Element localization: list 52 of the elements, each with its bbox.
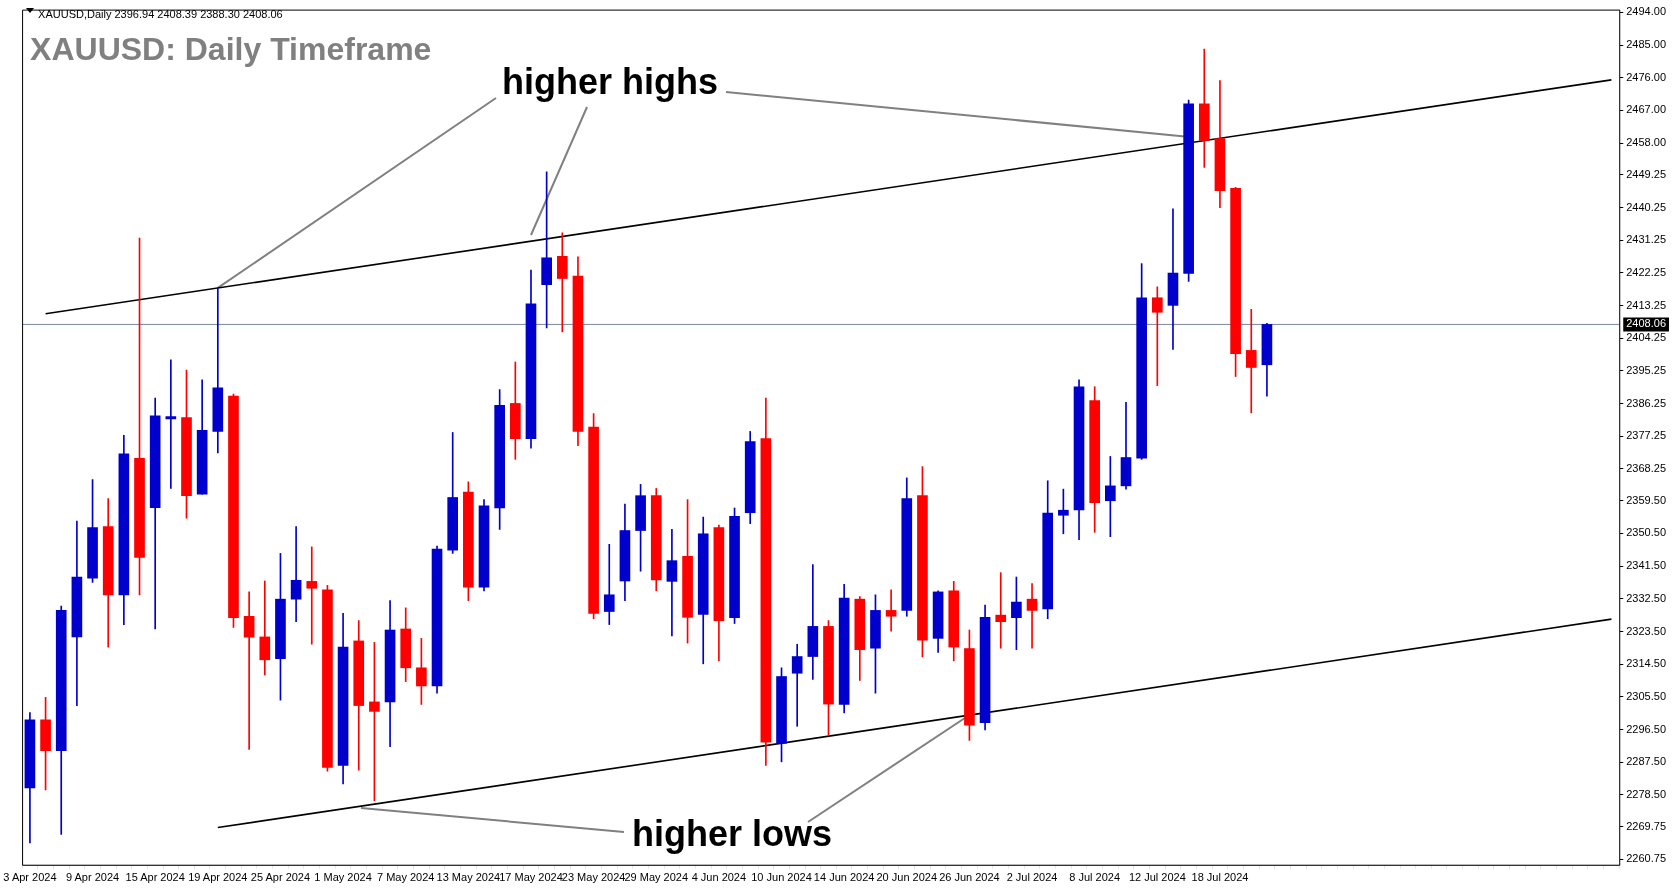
y-tick-label: 2359.50 bbox=[1626, 493, 1666, 506]
y-tick-label: 2449.25 bbox=[1626, 167, 1666, 180]
y-tick-label: 2296.50 bbox=[1626, 722, 1666, 735]
y-tick-label: 2494.00 bbox=[1626, 5, 1666, 18]
y-tick-label: 2368.25 bbox=[1626, 462, 1666, 475]
x-tick-label: 4 Jun 2024 bbox=[691, 871, 747, 884]
x-tick-label: 10 Jun 2024 bbox=[751, 871, 812, 884]
annotation: higher highs bbox=[502, 61, 718, 102]
x-tick-label: 19 Apr 2024 bbox=[188, 871, 248, 884]
x-tick-label: 9 Apr 2024 bbox=[65, 871, 120, 884]
y-tick-label: 2395.25 bbox=[1626, 363, 1666, 376]
y-tick-label: 2431.25 bbox=[1626, 233, 1666, 246]
y-tick-label: 2269.75 bbox=[1626, 819, 1666, 832]
x-tick-label: 3 Apr 2024 bbox=[3, 871, 57, 884]
y-tick-label: 2332.50 bbox=[1626, 591, 1666, 604]
x-tick-label: 12 Jul 2024 bbox=[1128, 871, 1186, 884]
y-tick-label: 2287.50 bbox=[1626, 755, 1666, 768]
y-tick-label: 2386.25 bbox=[1626, 396, 1666, 409]
y-tick-label: 2422.25 bbox=[1626, 265, 1666, 278]
y-tick-label: 2467.00 bbox=[1626, 103, 1666, 116]
x-tick-label: 18 Jul 2024 bbox=[1191, 871, 1249, 884]
y-tick-label: 2341.50 bbox=[1626, 559, 1666, 572]
y-tick-label: 2305.50 bbox=[1626, 689, 1666, 702]
ref-line-label: 2408.06 bbox=[1626, 317, 1666, 330]
y-tick-label: 2323.50 bbox=[1626, 624, 1666, 637]
x-tick-label: 15 Apr 2024 bbox=[125, 871, 185, 884]
y-tick-label: 2350.50 bbox=[1626, 526, 1666, 539]
x-tick-label: 29 May 2024 bbox=[624, 871, 689, 884]
x-tick-label: 26 Jun 2024 bbox=[939, 871, 1000, 884]
x-tick-label: 20 Jun 2024 bbox=[876, 871, 938, 884]
annotation: higher lows bbox=[631, 813, 833, 854]
y-tick-label: 2458.00 bbox=[1626, 136, 1666, 149]
y-tick-label: 2260.75 bbox=[1626, 852, 1666, 865]
x-tick-label: 17 May 2024 bbox=[499, 871, 563, 884]
x-tick-label: 14 Jun 2024 bbox=[813, 871, 875, 884]
y-tick-label: 2440.25 bbox=[1626, 200, 1666, 213]
y-tick-label: 2314.50 bbox=[1626, 657, 1666, 670]
x-tick-label: 1 May 2024 bbox=[314, 871, 372, 884]
x-tick-label: 23 May 2024 bbox=[561, 871, 626, 884]
x-tick-label: 13 May 2024 bbox=[436, 871, 501, 884]
x-tick-label: 8 Jul 2024 bbox=[1069, 871, 1121, 884]
y-tick-label: 2278.50 bbox=[1626, 787, 1666, 800]
y-tick-label: 2413.25 bbox=[1626, 298, 1666, 311]
y-tick-label: 2476.00 bbox=[1626, 70, 1666, 83]
annotation: XAUUSD,Daily 2396.94 2408.39 2388.30 2408.06 bbox=[38, 8, 283, 20]
x-tick-label: 7 May 2024 bbox=[376, 871, 435, 884]
y-tick-label: 2485.00 bbox=[1626, 38, 1666, 51]
text: XAUUSD: Daily Timeframe bbox=[30, 31, 432, 67]
x-tick-label: 25 Apr 2024 bbox=[250, 871, 311, 884]
y-tick-label: 2404.25 bbox=[1626, 331, 1666, 344]
x-tick-label: 2 Jul 2024 bbox=[1006, 871, 1058, 884]
y-tick-label: 2377.25 bbox=[1626, 429, 1666, 442]
